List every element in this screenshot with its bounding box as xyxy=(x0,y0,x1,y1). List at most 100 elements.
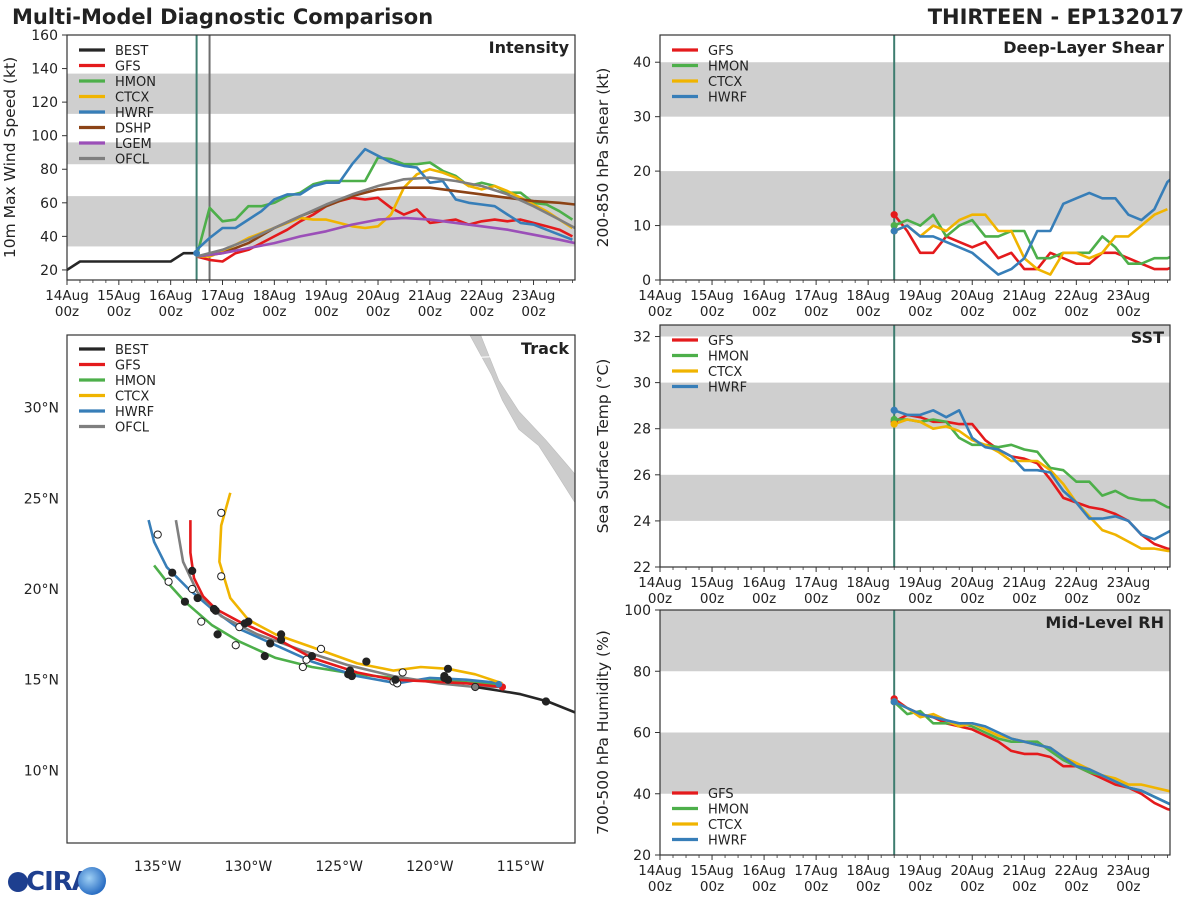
x-tick-label-hour: 00z xyxy=(700,879,724,895)
x-tick-label-date: 22Aug xyxy=(1055,575,1099,591)
track-position-marker xyxy=(217,572,226,581)
globe-icon xyxy=(8,872,28,892)
intensity-panel: 2040608010012014016014Aug00z15Aug00z16Au… xyxy=(1,28,576,320)
legend-label-gfs: GFS xyxy=(708,44,734,59)
legend-label-hmon: HMON xyxy=(708,350,749,365)
legend-label-hwrf: HWRF xyxy=(115,106,154,121)
track-position-marker xyxy=(153,530,162,539)
x-tick-label-date: 16Aug xyxy=(742,575,786,591)
shaded-band xyxy=(660,325,1170,337)
series-line-lgem xyxy=(196,216,575,258)
cloud-swirl-icon xyxy=(78,867,106,895)
legend-label-ofcl: OFCL xyxy=(115,153,150,168)
y-tick-label: 26 xyxy=(633,468,651,484)
track-position-marker xyxy=(260,652,269,661)
x-tick-label-date: 20Aug xyxy=(950,575,994,591)
x-tick-label-hour: 00z xyxy=(418,304,442,320)
axes-frame xyxy=(66,34,576,281)
axes-frame xyxy=(659,34,1171,281)
x-tick-label-hour: 00z xyxy=(856,304,880,320)
x-tick-label-date: 15Aug xyxy=(690,863,734,879)
track-position-marker xyxy=(298,662,307,672)
lon-label: 125°W xyxy=(315,859,363,875)
x-tick-label-date: 19Aug xyxy=(898,288,942,304)
y-axis-label: Sea Surface Temp (°C) xyxy=(594,359,612,534)
x-tick-label-hour: 00z xyxy=(804,591,828,607)
track-position-marker xyxy=(266,639,275,648)
x-tick-label-date: 21Aug xyxy=(1003,288,1047,304)
track-position-marker xyxy=(307,652,317,661)
x-tick-label-date: 19Aug xyxy=(898,575,942,591)
x-tick-label-date: 18Aug xyxy=(846,575,890,591)
legend-label-gfs: GFS xyxy=(708,334,734,349)
start-point-hwrf xyxy=(890,406,898,414)
track-position-marker xyxy=(193,593,202,603)
lat-label: 25°N xyxy=(24,491,59,507)
series-line-hwrf xyxy=(893,700,1170,806)
y-tick-label: 24 xyxy=(633,514,651,530)
x-tick-label-date: 23Aug xyxy=(1107,575,1151,591)
y-axis-label: 10m Max Wind Speed (kt) xyxy=(1,57,19,258)
legend-label-gfs: GFS xyxy=(115,60,141,75)
x-tick-label-date: 19Aug xyxy=(304,288,348,304)
lon-label: 120°W xyxy=(406,859,454,875)
shaded-band xyxy=(660,732,1170,794)
y-tick-label: 160 xyxy=(31,28,58,44)
start-point-hwrf xyxy=(890,227,898,235)
x-tick-label-hour: 00z xyxy=(856,879,880,895)
x-tick-label-date: 14Aug xyxy=(638,863,682,879)
x-tick-label-hour: 00z xyxy=(1116,879,1140,895)
x-tick-label-date: 17Aug xyxy=(201,288,245,304)
shear-panel: 01020304014Aug00z15Aug00z16Aug00z17Aug00… xyxy=(594,34,1171,320)
x-tick-label-hour: 00z xyxy=(159,304,183,320)
start-point-hwrf xyxy=(495,680,503,688)
x-tick-label-hour: 00z xyxy=(1012,879,1036,895)
y-tick-label: 100 xyxy=(624,603,651,619)
series-line-gfs xyxy=(196,196,573,263)
x-tick-label-hour: 00z xyxy=(262,304,286,320)
x-tick-label-date: 15Aug xyxy=(690,288,734,304)
start-point-hmon xyxy=(890,221,898,230)
track-line-best xyxy=(475,685,575,714)
series-line-hwrf xyxy=(195,147,573,251)
x-tick-label-date: 18Aug xyxy=(846,288,890,304)
x-tick-label-hour: 00z xyxy=(366,304,390,320)
panel-title: Intensity xyxy=(489,38,570,57)
x-tick-label-hour: 00z xyxy=(314,304,338,320)
x-tick-label-hour: 00z xyxy=(700,591,724,607)
x-tick-label-hour: 00z xyxy=(908,304,932,320)
x-tick-label-date: 22Aug xyxy=(1055,863,1099,879)
legend-label-dshp: DSHP xyxy=(115,122,151,137)
x-tick-label-date: 15Aug xyxy=(97,288,141,304)
legend-label-ctcx: CTCX xyxy=(115,390,149,405)
track-position-marker xyxy=(398,668,407,677)
y-tick-label: 28 xyxy=(633,422,651,438)
x-tick-label-hour: 00z xyxy=(908,879,932,895)
x-tick-label-date: 14Aug xyxy=(638,288,682,304)
lat-label: 30°N xyxy=(24,401,59,417)
legend-label-gfs: GFS xyxy=(115,359,141,374)
track-position-marker xyxy=(240,619,249,628)
shaded-band xyxy=(660,171,1170,226)
track-position-marker xyxy=(276,635,286,644)
legend-label-ctcx: CTCX xyxy=(708,365,742,380)
track-position-marker xyxy=(217,508,226,517)
x-tick-label-hour: 00z xyxy=(960,304,984,320)
x-tick-label-date: 20Aug xyxy=(950,288,994,304)
track-position-marker xyxy=(188,584,197,594)
track-position-marker xyxy=(168,568,177,577)
x-tick-label-date: 19Aug xyxy=(898,863,942,879)
panel-title: Mid-Level RH xyxy=(1045,613,1164,632)
x-tick-label-hour: 00z xyxy=(1012,591,1036,607)
border-line xyxy=(320,352,575,365)
legend-label-hwrf: HWRF xyxy=(708,91,747,106)
track-position-marker xyxy=(197,617,206,626)
figure-title: Multi-Model Diagnostic Comparison xyxy=(12,5,434,29)
track-position-marker xyxy=(362,657,371,666)
y-tick-label: 60 xyxy=(633,726,651,742)
panel-title: Deep-Layer Shear xyxy=(1003,38,1164,57)
axes-frame xyxy=(659,324,1171,568)
series-line-ctcx xyxy=(893,208,1168,276)
x-tick-label-hour: 00z xyxy=(1064,879,1088,895)
